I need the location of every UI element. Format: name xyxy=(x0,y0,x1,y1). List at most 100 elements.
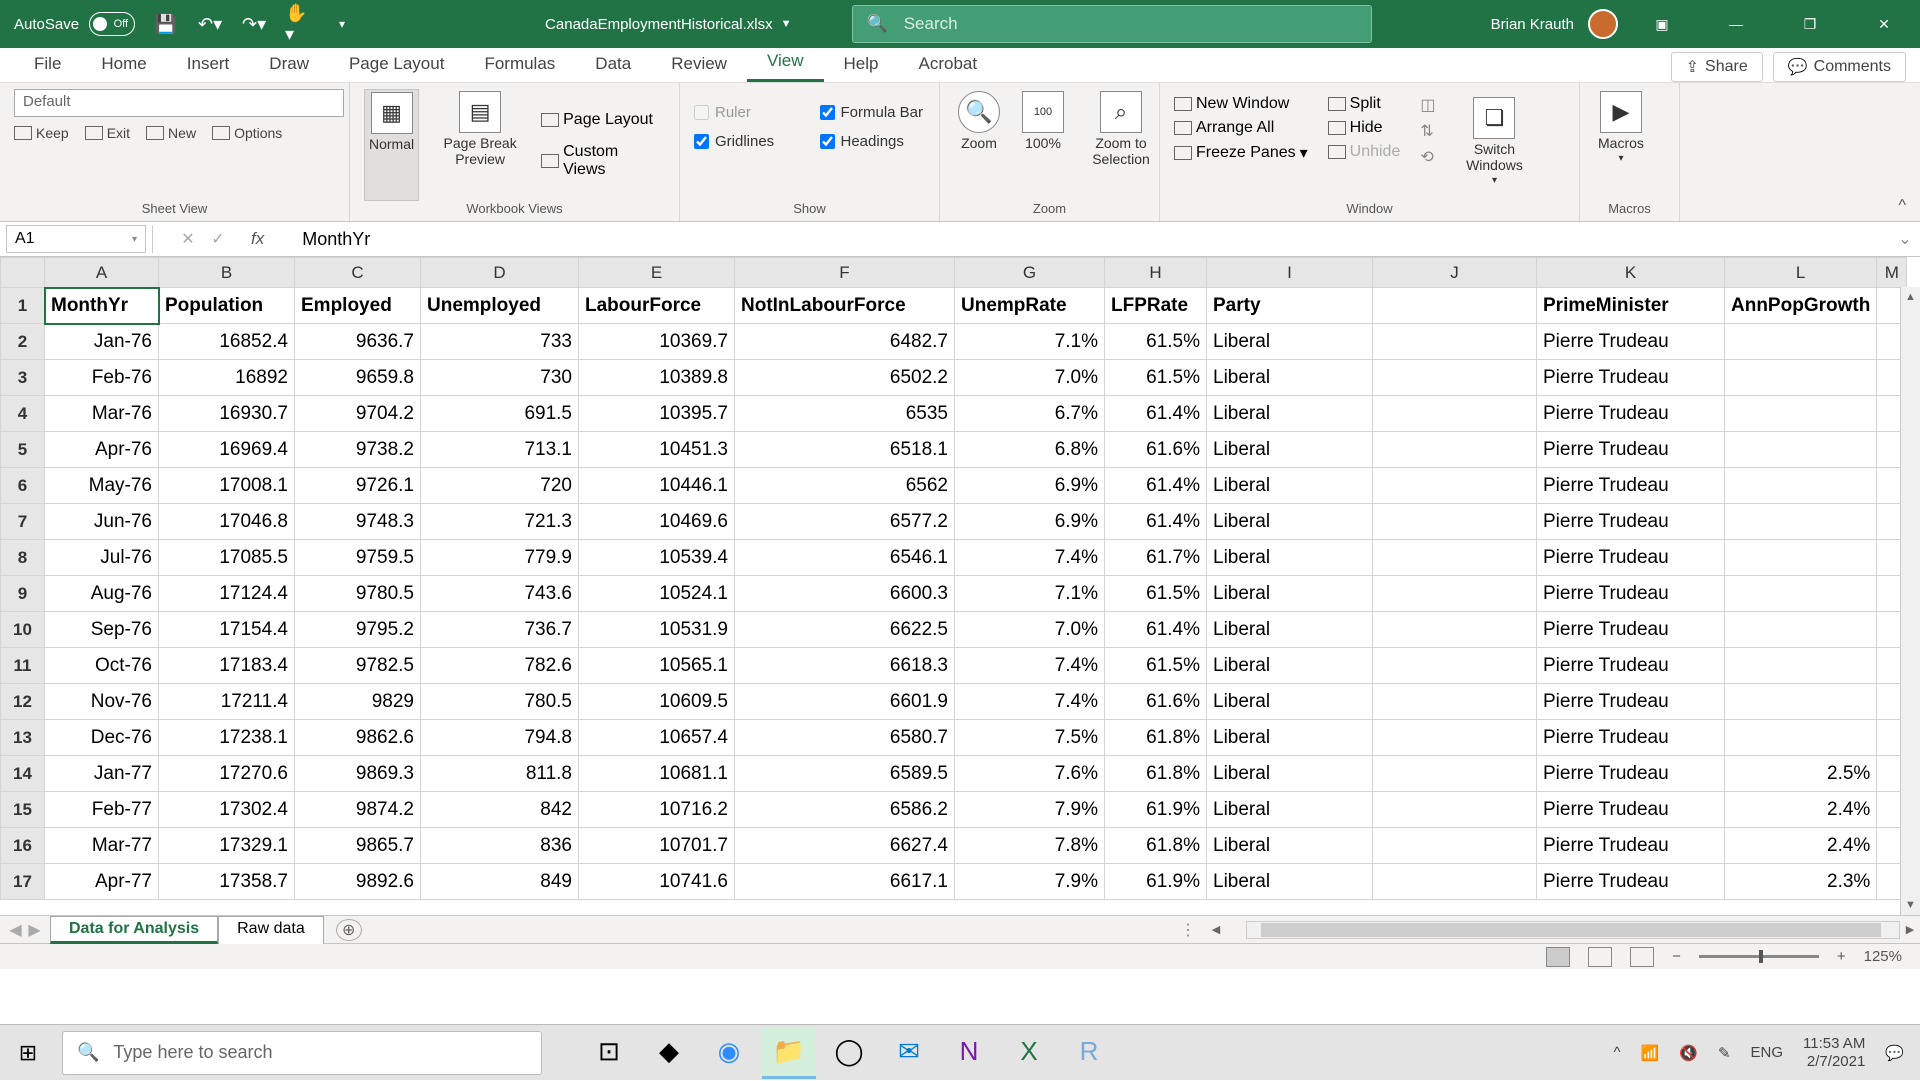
cell[interactable]: Unemployed xyxy=(421,288,579,324)
cell[interactable]: NotInLabourForce xyxy=(735,288,955,324)
onenote-icon[interactable]: N xyxy=(942,1027,996,1079)
macros-button[interactable]: ▶Macros▾ xyxy=(1594,89,1648,201)
cell[interactable]: 61.9% xyxy=(1105,792,1207,828)
cell[interactable]: 17302.4 xyxy=(159,792,295,828)
cell[interactable]: 6535 xyxy=(735,396,955,432)
cell[interactable]: 6600.3 xyxy=(735,576,955,612)
tab-help[interactable]: Help xyxy=(824,48,899,82)
row-header[interactable]: 5 xyxy=(1,432,45,468)
fx-icon[interactable]: fx xyxy=(251,229,264,249)
cell[interactable]: 6562 xyxy=(735,468,955,504)
customviews-button[interactable]: Custom Views xyxy=(541,143,665,179)
row-header[interactable]: 8 xyxy=(1,540,45,576)
cell[interactable]: 10389.8 xyxy=(579,360,735,396)
cell[interactable]: 17211.4 xyxy=(159,684,295,720)
volume-icon[interactable]: 🔇 xyxy=(1679,1044,1698,1062)
cell[interactable]: 10395.7 xyxy=(579,396,735,432)
normal-view-button[interactable]: ▦Normal xyxy=(364,89,419,201)
cell[interactable] xyxy=(1373,648,1537,684)
cell[interactable]: 780.5 xyxy=(421,684,579,720)
cell[interactable]: Dec-76 xyxy=(45,720,159,756)
keep-button[interactable]: Keep xyxy=(14,125,69,141)
cell[interactable]: Mar-77 xyxy=(45,828,159,864)
cell[interactable]: 6546.1 xyxy=(735,540,955,576)
cell[interactable]: Liberal xyxy=(1207,864,1373,900)
cell[interactable]: Pierre Trudeau xyxy=(1537,720,1725,756)
cell[interactable]: Pierre Trudeau xyxy=(1537,396,1725,432)
cell[interactable]: 7.9% xyxy=(955,864,1105,900)
zoom100-button[interactable]: 100100% xyxy=(1018,89,1068,201)
chrome-icon[interactable]: ◯ xyxy=(822,1027,876,1079)
cell[interactable]: 10657.4 xyxy=(579,720,735,756)
scroll-right-icon[interactable]: ▶ xyxy=(1900,923,1920,936)
clock[interactable]: 11:53 AM 2/7/2021 xyxy=(1803,1035,1865,1071)
autosave-switch[interactable]: Off xyxy=(89,12,135,36)
zoom-selection-button[interactable]: ⌕Zoom to Selection xyxy=(1082,89,1160,201)
cell[interactable]: 10469.6 xyxy=(579,504,735,540)
row-header[interactable]: 6 xyxy=(1,468,45,504)
collapse-ribbon-icon[interactable]: ^ xyxy=(1898,197,1906,215)
cell[interactable]: 10451.3 xyxy=(579,432,735,468)
cell[interactable] xyxy=(1373,720,1537,756)
touch-mode-icon[interactable]: ✋▾ xyxy=(285,11,311,37)
cell[interactable]: 61.5% xyxy=(1105,324,1207,360)
cell[interactable]: 10565.1 xyxy=(579,648,735,684)
spreadsheet-grid[interactable]: ABCDEFGHIJKLM 1MonthYrPopulationEmployed… xyxy=(0,257,1907,900)
cell[interactable] xyxy=(1373,792,1537,828)
col-header[interactable]: K xyxy=(1537,258,1725,288)
cell[interactable]: 10681.1 xyxy=(579,756,735,792)
row-header[interactable]: 2 xyxy=(1,324,45,360)
cell[interactable]: 10609.5 xyxy=(579,684,735,720)
cell[interactable]: 849 xyxy=(421,864,579,900)
cell[interactable]: 7.4% xyxy=(955,540,1105,576)
pen-icon[interactable]: ✎ xyxy=(1718,1044,1731,1062)
row-header[interactable]: 9 xyxy=(1,576,45,612)
cell[interactable]: 9829 xyxy=(295,684,421,720)
arrange-button[interactable]: Arrange All xyxy=(1174,119,1308,137)
cell[interactable] xyxy=(1725,504,1877,540)
cell[interactable]: 10531.9 xyxy=(579,612,735,648)
share-button[interactable]: ⇪Share xyxy=(1671,52,1763,82)
cell[interactable]: Pierre Trudeau xyxy=(1537,468,1725,504)
sheet-tab[interactable]: Data for Analysis xyxy=(50,916,218,944)
cell[interactable]: 17270.6 xyxy=(159,756,295,792)
row-header[interactable]: 15 xyxy=(1,792,45,828)
cell[interactable]: 9862.6 xyxy=(295,720,421,756)
cell[interactable]: 6618.3 xyxy=(735,648,955,684)
col-header[interactable]: D xyxy=(421,258,579,288)
cell[interactable]: 9748.3 xyxy=(295,504,421,540)
cell[interactable]: 61.9% xyxy=(1105,864,1207,900)
user-name[interactable]: Brian Krauth xyxy=(1491,16,1574,33)
qat-customize-icon[interactable]: ▾ xyxy=(329,11,355,37)
col-header[interactable]: F xyxy=(735,258,955,288)
cell[interactable]: 6627.4 xyxy=(735,828,955,864)
cell[interactable] xyxy=(1725,432,1877,468)
cell[interactable]: Liberal xyxy=(1207,756,1373,792)
cell[interactable]: Jan-77 xyxy=(45,756,159,792)
cell[interactable] xyxy=(1373,288,1537,324)
cell[interactable]: 721.3 xyxy=(421,504,579,540)
zoom-slider[interactable] xyxy=(1699,955,1819,958)
zoom-in-icon[interactable]: + xyxy=(1837,948,1846,965)
cell[interactable]: 7.1% xyxy=(955,324,1105,360)
cell[interactable]: Jan-76 xyxy=(45,324,159,360)
cell[interactable]: Jul-76 xyxy=(45,540,159,576)
col-header[interactable]: B xyxy=(159,258,295,288)
cell[interactable]: PrimeMinister xyxy=(1537,288,1725,324)
cell[interactable]: 16892 xyxy=(159,360,295,396)
outlook-icon[interactable]: ✉ xyxy=(882,1027,936,1079)
cell[interactable]: Liberal xyxy=(1207,720,1373,756)
minimize-button[interactable]: — xyxy=(1706,0,1766,48)
excel-icon[interactable]: X xyxy=(1002,1027,1056,1079)
cell[interactable]: 743.6 xyxy=(421,576,579,612)
cell[interactable]: Liberal xyxy=(1207,360,1373,396)
zoom-app-icon[interactable]: ◉ xyxy=(702,1027,756,1079)
cell[interactable]: Pierre Trudeau xyxy=(1537,612,1725,648)
pagelayout-view-icon[interactable] xyxy=(1588,947,1612,967)
cell[interactable]: 61.4% xyxy=(1105,468,1207,504)
cancel-formula-icon[interactable]: ✕ xyxy=(181,229,194,249)
cell[interactable]: 836 xyxy=(421,828,579,864)
hide-button[interactable]: Hide xyxy=(1328,119,1401,137)
cell[interactable]: 9759.5 xyxy=(295,540,421,576)
cell[interactable]: 6577.2 xyxy=(735,504,955,540)
